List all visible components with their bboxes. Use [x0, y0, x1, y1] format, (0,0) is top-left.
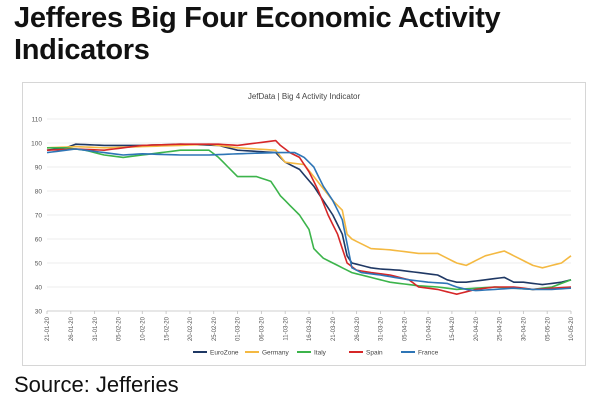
x-tick-label: 15-04-20: [450, 316, 456, 341]
x-tick-label: 25-02-20: [212, 316, 218, 341]
y-tick-label: 110: [32, 117, 43, 124]
x-tick-label: 30-04-20: [522, 316, 528, 341]
x-tick-label: 10-02-20: [140, 316, 146, 341]
x-tick-label: 26-01-20: [69, 316, 75, 341]
headline: Jefferes Big Four Economic Activity Indi…: [14, 2, 501, 66]
series-line-france: [46, 148, 572, 292]
y-tick-label: 30: [35, 309, 43, 316]
x-tick-label: 20-02-20: [188, 316, 194, 341]
x-tick-label: 21-03-20: [331, 316, 337, 341]
y-tick-label: 100: [31, 141, 42, 148]
x-tick-label: 05-02-20: [117, 316, 123, 341]
x-tick-label: 06-03-20: [260, 316, 266, 341]
y-tick-label: 40: [35, 285, 43, 292]
y-tick-label: 50: [35, 261, 43, 268]
legend-label-france: France: [418, 349, 439, 356]
y-tick-label: 80: [35, 189, 43, 196]
x-tick-label: 05-05-20: [545, 316, 551, 341]
x-tick-label: 20-04-20: [474, 316, 480, 341]
legend: EuroZone Germany Italy Spain France: [193, 349, 439, 356]
x-tick-label: 15-02-20: [164, 316, 170, 341]
y-tick-label: 60: [35, 237, 43, 244]
legend-label-spain: Spain: [366, 349, 383, 356]
x-tick-label: 10-04-20: [426, 316, 432, 341]
y-tick-label: 70: [35, 213, 43, 220]
x-tick-label: 31-03-20: [379, 316, 385, 341]
x-tick-label: 11-03-20: [283, 316, 289, 340]
y-tick-label: 90: [35, 165, 43, 172]
series-line-italy: [47, 147, 572, 291]
x-tick-label: 31-01-20: [93, 316, 99, 341]
x-tick-label: 21-01-20: [45, 316, 51, 341]
x-tick-label: 26-03-20: [355, 316, 361, 341]
x-tick-label: 10-05-20: [569, 316, 575, 341]
legend-label-germany: Germany: [262, 349, 289, 356]
x-tick-label: 01-03-20: [236, 316, 242, 341]
source-caption: Source: Jefferies: [14, 372, 179, 397]
series-lines: [46, 139, 572, 295]
line-chart: JefData | Big 4 Activity Indicator 30 40 5…: [31, 92, 575, 356]
x-tick-label: 05-04-20: [402, 316, 408, 341]
x-tick-label: 16-03-20: [307, 316, 313, 341]
x-tick-label: 25-04-20: [498, 316, 504, 341]
y-axis-ticks: 30 40 50 60 70 80 90 100 110: [31, 117, 42, 316]
legend-label-eurozone: EuroZone: [210, 349, 239, 356]
gridlines: [47, 118, 571, 312]
chart-frame: JefData | Big 4 Activity Indicator 30 40 5…: [22, 82, 586, 366]
chart-title: JefData | Big 4 Activity Indicator: [248, 92, 361, 101]
legend-label-italy: Italy: [314, 349, 327, 356]
series-line-eurozone: [46, 143, 572, 286]
x-axis-ticks: 21-01-20 26-01-20 31-01-20 05-02-20 10-02-20…: [45, 311, 575, 341]
series-line-spain: [46, 139, 572, 295]
